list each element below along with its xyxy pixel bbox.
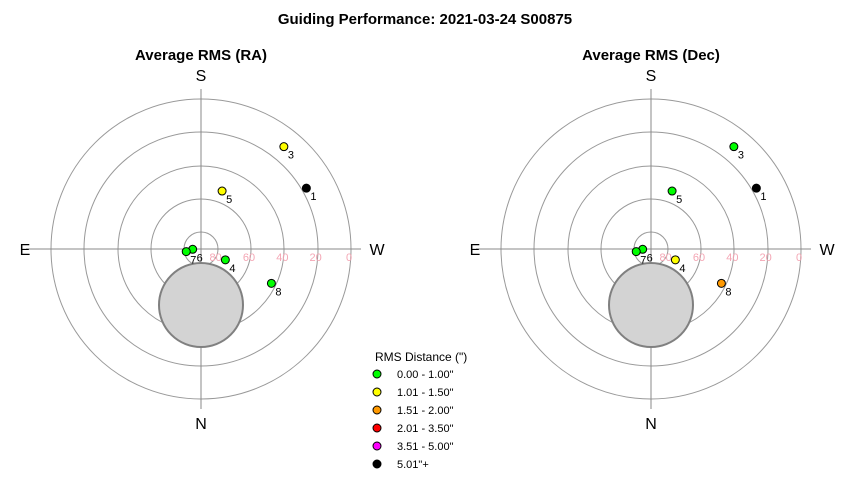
legend-swatch [372,405,382,415]
radial-tick-label: 20 [310,252,322,264]
legend-swatch [372,423,382,433]
direction-label-bottom: N [195,416,207,433]
point-label: 3 [738,150,744,162]
data-point-5 [667,186,677,196]
direction-label-top: S [646,68,657,85]
radial-tick-label: 0 [796,252,802,264]
direction-label-right: W [819,242,835,259]
data-point-7 [631,247,641,257]
point-label: 7 [190,255,196,267]
point-label: 5 [676,194,682,206]
data-point-8 [716,278,726,288]
data-point-4 [220,255,230,265]
legend-swatch [372,459,382,469]
direction-label-bottom: N [645,416,657,433]
plot-title: Average RMS (RA) [135,47,267,64]
point-label: 8 [275,286,281,298]
data-point-8 [266,278,276,288]
point-label: 7 [640,255,646,267]
radial-tick-label: 80 [210,252,222,264]
data-point-7 [181,247,191,257]
direction-label-left: E [470,242,481,259]
point-label: 6 [647,252,653,264]
dec-polar-plot: Average RMS (Dec) S N E W 80 60 40 20 0 1 3 4 5 67 8 [470,47,836,433]
legend-item-label: 2.01 - 3.50" [397,423,454,435]
legend-swatch [372,441,382,451]
direction-label-top: S [196,68,207,85]
shaded-region [158,262,244,348]
radial-tick-label: 40 [276,252,288,264]
legend-item-label: 3.51 - 5.00" [397,441,454,453]
legend-item-label: 5.01"+ [397,459,429,471]
point-label: 1 [760,191,766,203]
legend-item-label: 1.01 - 1.50" [397,387,454,399]
legend-item-label: 1.51 - 2.00" [397,405,454,417]
legend: RMS Distance (") 0.00 - 1.00" 1.01 - 1.50"… [372,350,467,471]
data-point-1 [301,183,311,193]
legend-item-label: 0.00 - 1.00" [397,369,454,381]
chart-title: Guiding Performance: 2021-03-24 S00875 [278,11,572,28]
direction-label-left: E [20,242,31,259]
radial-tick-label: 60 [693,252,705,264]
ra-polar-plot: Average RMS (RA) S N E W 80 60 40 20 0 1 3 4 5 67 8 [20,47,386,433]
radial-tick-label: 60 [243,252,255,264]
point-label: 4 [229,263,235,275]
point-label: 8 [725,286,731,298]
point-label: 1 [310,191,316,203]
direction-label-right: W [369,242,385,259]
radial-tick-label: 20 [760,252,772,264]
legend-swatch [372,369,382,379]
data-point-3 [729,142,739,152]
radial-tick-label: 0 [346,252,352,264]
point-label: 3 [288,150,294,162]
radial-tick-label: 40 [726,252,738,264]
data-point-1 [751,183,761,193]
plot-title: Average RMS (Dec) [582,47,720,64]
radial-tick-label: 80 [660,252,672,264]
legend-swatch [372,387,382,397]
data-point-4 [670,255,680,265]
point-label: 6 [197,252,203,264]
data-point-3 [279,142,289,152]
point-label: 5 [226,194,232,206]
legend-title: RMS Distance (") [375,350,467,364]
point-label: 4 [679,263,685,275]
data-point-5 [217,186,227,196]
shaded-region [608,262,694,348]
